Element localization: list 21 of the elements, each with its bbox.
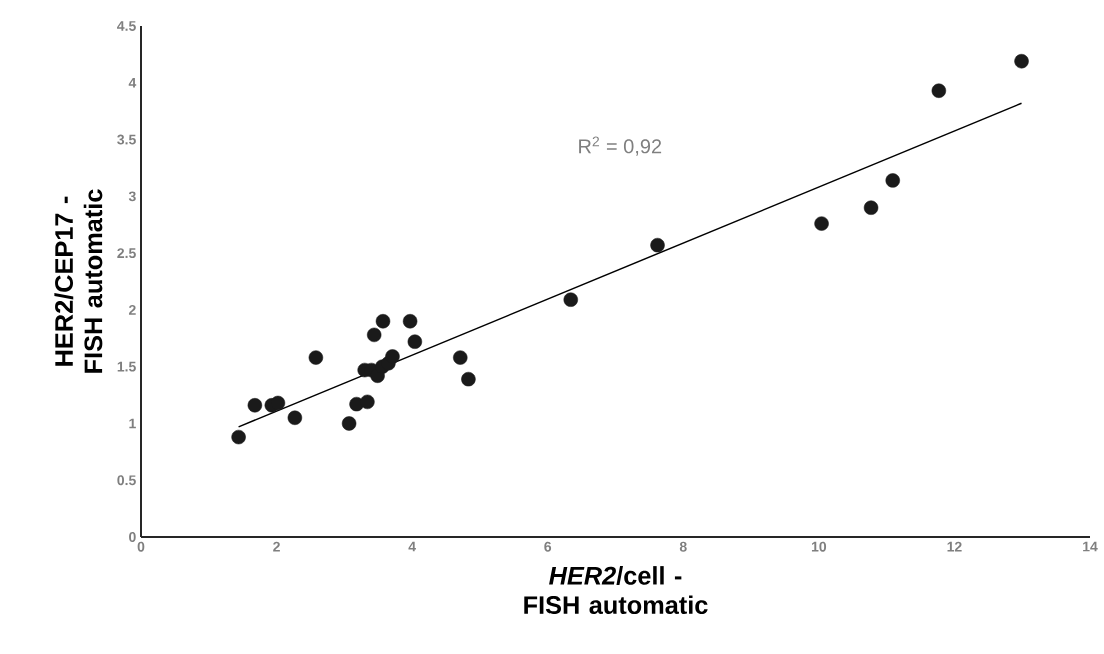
y-tick-label: 1.5	[117, 361, 136, 372]
x-axis-title: HER2/cell - FISH automatic	[524, 566, 708, 615]
y-tick-label: 2.5	[117, 248, 136, 259]
y-tick-label: 2	[128, 305, 136, 315]
y-tick-label: 3	[128, 191, 136, 202]
x-tick-label: 0	[137, 541, 145, 552]
y-axis-title: HER2/CEP17 - FISH automatic	[54, 189, 103, 373]
y-tick-label: 1	[129, 418, 136, 429]
y-tick-label: 0	[129, 532, 136, 542]
annotation: R$^{2}$ = 0,92	[579, 136, 662, 156]
y-tick-label: 4.5	[117, 21, 136, 31]
x-tick-label: 12	[947, 541, 962, 552]
y-tick-label: 4	[128, 77, 137, 88]
x-tick-label: 8	[679, 541, 687, 552]
x-tick-label: 2	[273, 541, 280, 552]
y-tick-label: 0.5	[117, 475, 136, 486]
x-tick-label: 4	[408, 541, 416, 552]
x-tick-label: 6	[544, 541, 552, 552]
x-tick-label: 14	[1083, 541, 1098, 552]
x-tick-label: 10	[811, 541, 827, 552]
y-tick-label: 3.5	[117, 134, 136, 145]
